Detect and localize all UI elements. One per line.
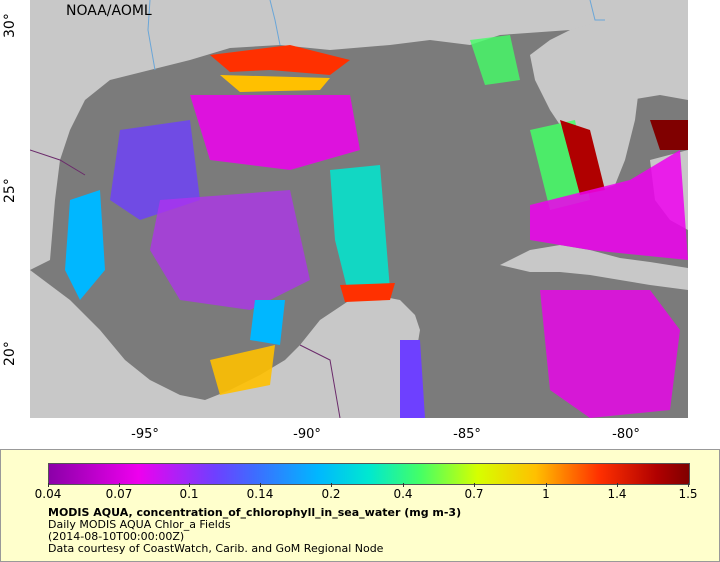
coastal-bloom-louisiana-2	[220, 75, 330, 92]
colorbar-tick: 0.07	[105, 487, 133, 501]
chlorophyll-data	[65, 35, 688, 418]
campeche-bank-patch	[330, 165, 390, 300]
colorbar-tick: 1.4	[607, 487, 627, 501]
map-area[interactable]: NOAA/AOML	[30, 0, 688, 418]
river-mississippi	[269, 0, 281, 46]
colorbar	[48, 463, 690, 485]
lon-tick-85: -85°	[453, 427, 481, 442]
lon-tick-90: -90°	[293, 427, 321, 442]
colorbar-tick: 0.1	[179, 487, 199, 501]
chlorophyll-map	[30, 0, 688, 418]
florida-straits-patch	[530, 150, 688, 260]
lon-tick-80: -80°	[612, 427, 640, 442]
tabasco-coast-bloom	[210, 345, 275, 395]
colorbar-tick: 0.14	[246, 487, 274, 501]
colorbar-tick: 1.5	[678, 487, 698, 501]
us-coast-land	[30, 0, 688, 270]
lat-tick-30: 30°	[2, 13, 18, 38]
river-florida	[589, 0, 605, 21]
land-masses	[30, 0, 688, 418]
credit-label: NOAA/AOML	[66, 3, 152, 19]
bay-of-campeche-patch	[250, 300, 285, 345]
bahamas-bloom	[650, 120, 688, 150]
border-mexico-guatemala	[299, 344, 341, 418]
caribbean-patch	[540, 290, 680, 418]
legend-title: MODIS AQUA, concentration_of_chlorophyll…	[48, 506, 462, 519]
big-bend-patch	[470, 35, 520, 85]
political-borders	[30, 149, 341, 418]
offshore-patch-north	[190, 95, 360, 170]
offshore-patch-west	[110, 120, 200, 220]
colorbar-tick: 0.7	[464, 487, 484, 501]
texas-coast-patch	[65, 190, 105, 300]
river-west	[147, 0, 156, 71]
yucatan-coast-bloom	[340, 283, 395, 302]
lat-tick-20: 20°	[2, 341, 18, 366]
coastal-bloom-louisiana	[210, 45, 350, 75]
legend-courtesy: Data courtesy of CoastWatch, Carib. and …	[48, 542, 384, 555]
florida-peninsula	[530, 20, 640, 190]
yucatan-channel-patch	[400, 340, 425, 418]
legend-time: (2014-08-10T00:00:00Z)	[48, 530, 185, 543]
lon-tick-95: -95°	[131, 427, 159, 442]
mexico-land	[30, 270, 420, 418]
florida-coastal-bloom	[560, 120, 605, 195]
colorbar-tick: 0.04	[34, 487, 62, 501]
colorbar-tick: 0.4	[393, 487, 413, 501]
colorbar-tick: 0.2	[321, 487, 341, 501]
central-gulf-patch	[150, 190, 310, 310]
lat-tick-25: 25°	[2, 178, 18, 203]
legend-subtitle: Daily MODIS AQUA Chlor_a Fields	[48, 518, 231, 531]
colorbar-tick: 1	[542, 487, 550, 501]
border-us-mexico	[30, 149, 86, 176]
cuba-island	[500, 245, 688, 290]
rivers	[147, 0, 605, 71]
